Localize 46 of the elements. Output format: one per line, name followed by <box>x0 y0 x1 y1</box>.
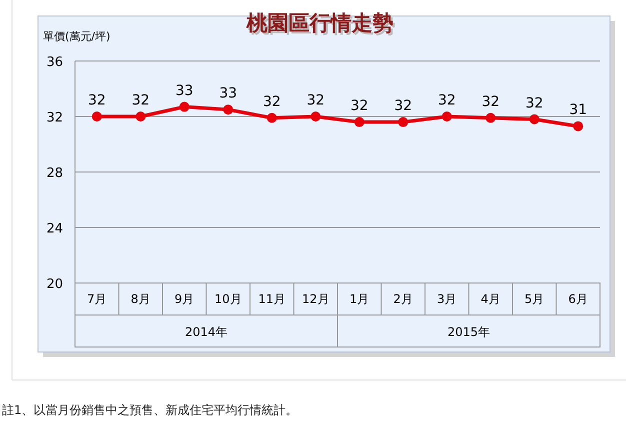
data-label: 32 <box>306 92 325 108</box>
data-label: 32 <box>350 98 368 114</box>
text: 2014年 <box>184 325 228 339</box>
data-label: 33 <box>219 86 238 102</box>
data-label: 32 <box>394 98 412 114</box>
x-tick-label: 10月 <box>214 292 242 306</box>
point <box>529 114 540 124</box>
data-label: 32 <box>132 92 150 108</box>
y-tick-label: 20 <box>46 277 63 292</box>
data-label: 32 <box>438 92 456 108</box>
data-label: 33 <box>175 82 194 99</box>
x-tick-label: 11月 <box>258 292 286 306</box>
x-tick-label: 1月 <box>350 292 370 306</box>
y-axis-title: 單價(萬元/坪) <box>43 30 110 43</box>
point <box>310 112 321 122</box>
point <box>179 102 190 112</box>
x-tick-label: 5月 <box>524 292 544 306</box>
y-tick-label: 28 <box>46 166 63 181</box>
point <box>92 112 102 122</box>
y-tick-label: 32 <box>46 110 63 126</box>
data-label: 32 <box>482 94 500 110</box>
point <box>266 112 277 123</box>
data-label: 32 <box>525 95 544 112</box>
x-tick-label: 6月 <box>568 292 588 306</box>
point <box>573 121 584 132</box>
text: 2015年 <box>447 325 490 339</box>
data-label: 31 <box>569 102 588 118</box>
point <box>136 112 146 122</box>
point <box>442 112 452 122</box>
point <box>398 117 408 128</box>
data-label: 32 <box>262 94 281 110</box>
x-tick-label: 3月 <box>437 292 457 306</box>
point <box>354 117 364 128</box>
x-tick-label: 9月 <box>174 292 194 306</box>
x-tick-label: 4月 <box>480 292 500 306</box>
x-tick-label: 8月 <box>130 292 150 306</box>
y-tick-label: 36 <box>46 55 63 70</box>
y-tick-label: 24 <box>46 222 63 236</box>
text: 註1、以當月份銷售中之預售、新成住宅平均行情統計。 <box>2 403 298 417</box>
point <box>486 112 496 123</box>
x-tick-label: 12月 <box>302 292 330 306</box>
point <box>223 104 234 115</box>
data-label: 32 <box>88 92 106 108</box>
x-tick-label: 2月 <box>393 292 413 306</box>
x-tick-label: 7月 <box>87 292 107 306</box>
chart-title: 桃園區行情走勢 <box>248 13 396 37</box>
